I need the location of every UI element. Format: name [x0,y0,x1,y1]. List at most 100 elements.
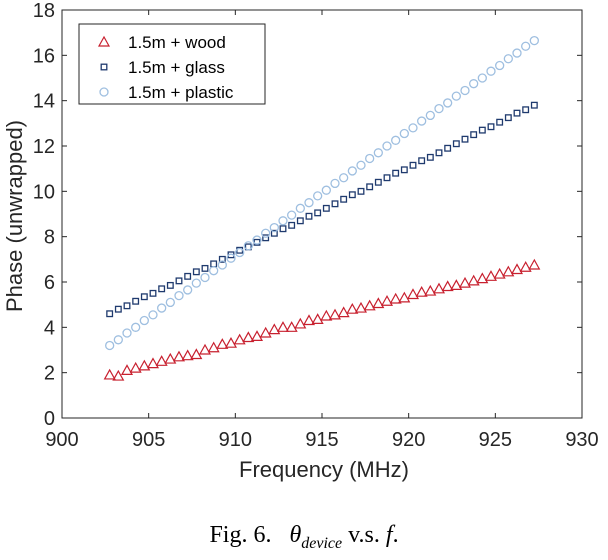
y-tick-label: 8 [44,227,55,249]
x-tick-label: 925 [479,429,512,451]
data-point [328,308,342,320]
data-point [408,123,418,133]
series-group [103,258,541,381]
legend-marker [97,35,111,47]
y-axis: 0 2 4 6 8 10 12 14 16 18 [33,0,582,430]
data-point [347,166,357,176]
data-point [470,131,478,139]
data-point [114,305,122,313]
data-point [521,41,531,51]
data-point [502,265,515,277]
x-tick-label: 910 [219,429,252,451]
y-tick-label: 2 [44,363,55,385]
data-point [191,278,201,288]
caption-theta: θ [289,522,302,548]
data-point [166,281,174,289]
data-point [444,144,452,152]
data-point [461,135,469,143]
data-point [314,209,322,217]
data-point [391,135,401,145]
data-point [496,118,504,126]
data-point [138,359,151,371]
legend: 1.5m + wood 1.5m + glass 1.5m + plastic [78,23,266,105]
data-point [513,109,521,117]
data-point [469,79,479,89]
data-point [398,291,411,303]
data-point [373,148,383,158]
plot-area [103,35,541,381]
data-point [380,295,394,306]
y-tick-label: 12 [33,136,55,158]
data-point [320,309,333,321]
data-point [425,110,435,121]
data-point [443,98,453,108]
data-point [106,310,114,318]
data-point [279,225,287,233]
data-point [304,198,314,208]
x-tick-label: 905 [132,429,165,451]
y-tick-label: 16 [33,45,55,67]
data-point [418,157,426,165]
data-point [120,364,134,375]
data-point [477,73,487,83]
data-point [270,229,278,237]
data-point [181,349,194,361]
data-point [132,297,140,305]
data-point [382,141,392,151]
data-point [486,66,496,76]
legend-box [78,23,266,105]
y-axis-label: Phase (unwrapped) [2,120,27,312]
data-point [242,331,255,343]
legend-marker [99,87,109,97]
data-point [354,301,368,313]
data-point [216,338,229,349]
data-point [389,292,402,304]
y-tick-label: 0 [44,408,55,430]
data-point [311,313,324,324]
data-point [365,153,375,164]
legend-label: 1.5m + glass [128,58,225,77]
data-point [458,276,472,288]
data-point [519,261,532,272]
data-point [294,317,307,329]
data-point [201,264,209,272]
data-point [262,234,270,242]
data-point [450,279,463,290]
data-point [493,267,506,279]
caption-prefix: Fig. 6. [209,522,272,548]
data-point [487,123,495,131]
data-point [512,48,522,58]
data-point [356,160,366,170]
y-tick-label: 18 [33,0,55,22]
data-point [331,200,339,208]
data-point [157,303,167,313]
data-point [392,169,400,177]
data-point [339,173,349,183]
data-point [424,284,437,296]
data-point [451,91,461,101]
data-point [259,326,272,338]
data-point [348,191,356,199]
data-point [224,336,238,348]
data-point [484,270,498,281]
data-point [209,266,219,276]
data-point [165,297,175,308]
data-point [210,260,218,268]
x-axis: 900 905 910 915 920 925 930 [45,10,599,451]
chart: 900 905 910 915 920 925 930 0 2 4 6 8 10 12 14 16 18 1.… [2,0,599,482]
x-tick-label: 930 [565,429,598,451]
legend-marker [100,63,108,71]
data-point [112,369,125,381]
x-tick-label: 915 [305,429,338,451]
data-point [340,195,348,203]
data-point [460,85,470,96]
data-point [374,178,382,186]
data-point [146,357,160,369]
data-point [322,204,330,212]
data-point [510,263,524,275]
data-point [409,161,417,169]
data-point [243,241,253,251]
data-point [190,348,203,360]
data-point [233,333,246,345]
data-point [226,253,236,263]
